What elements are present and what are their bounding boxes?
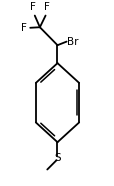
- Text: F: F: [44, 2, 50, 12]
- Text: S: S: [54, 153, 60, 163]
- Text: F: F: [21, 23, 27, 33]
- Text: Br: Br: [67, 37, 78, 47]
- Text: F: F: [29, 2, 35, 12]
